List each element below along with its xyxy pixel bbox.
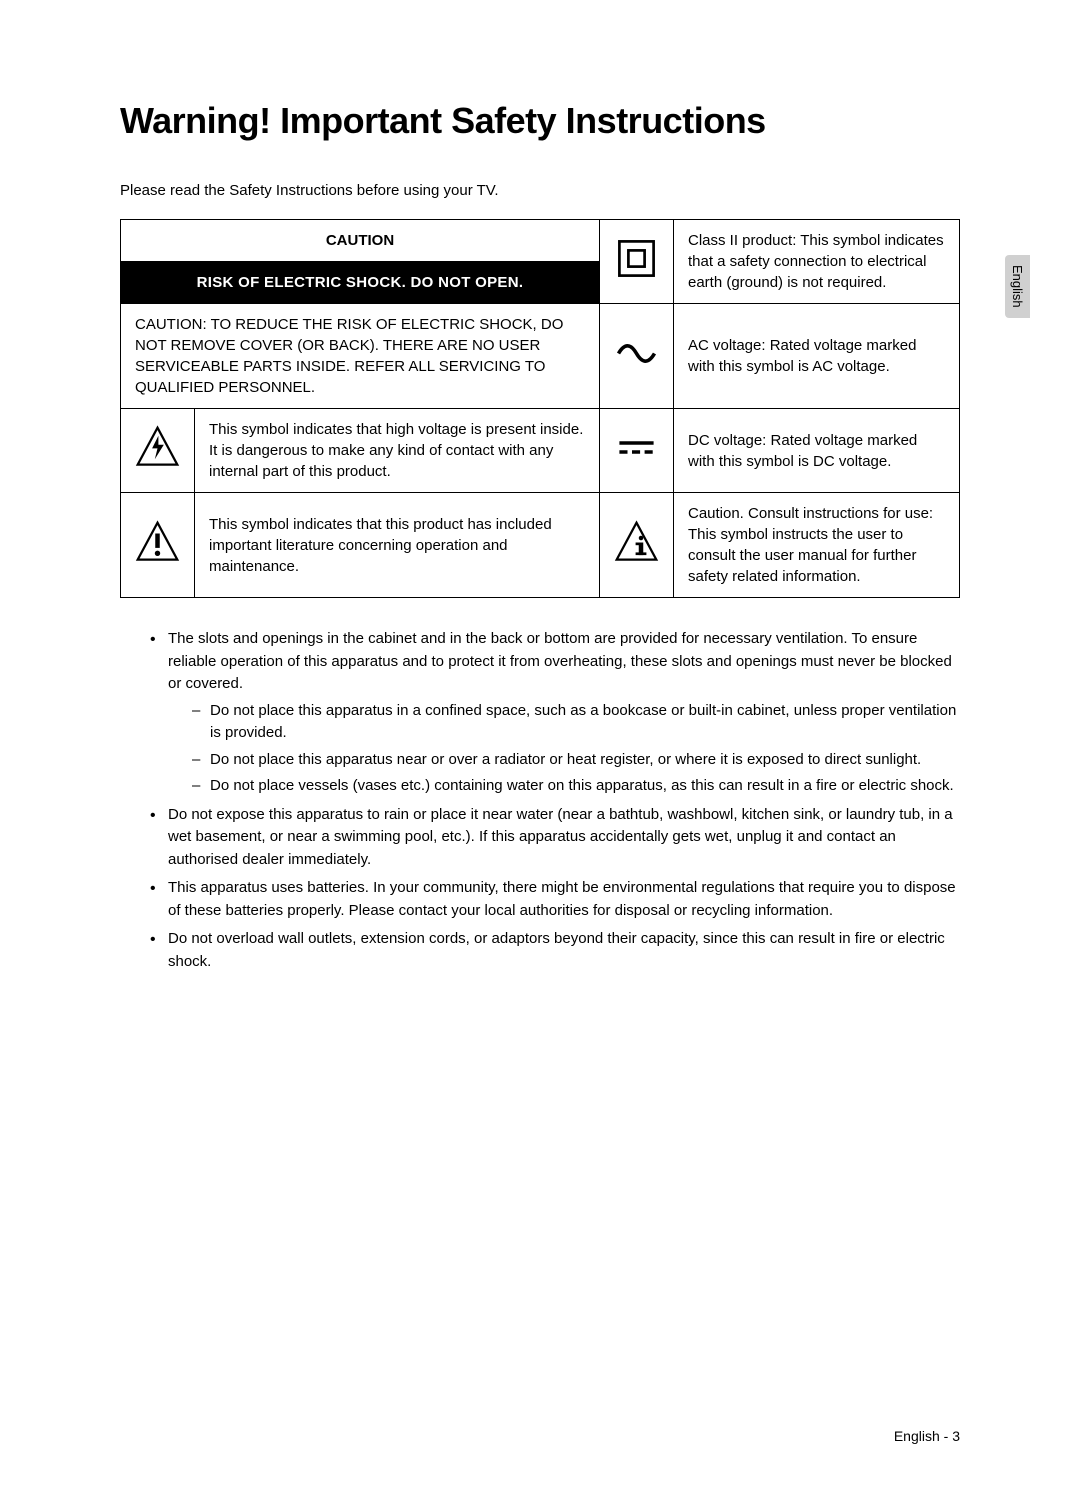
literature-description: This symbol indicates that this product … bbox=[195, 493, 600, 598]
sub-list: Do not place this apparatus in a confine… bbox=[168, 700, 960, 798]
class2-description: Class II product: This symbol indicates … bbox=[673, 220, 959, 304]
warning-triangle-icon bbox=[121, 493, 195, 598]
safety-symbol-table: CAUTION Class II product: This symbol in… bbox=[120, 219, 960, 598]
safety-bullet-list: The slots and openings in the cabinet an… bbox=[120, 628, 960, 973]
list-item: Do not place vessels (vases etc.) contai… bbox=[192, 775, 960, 798]
caution-text: CAUTION: TO REDUCE THE RISK OF ELECTRIC … bbox=[121, 304, 600, 409]
consult-description: Caution. Consult instructions for use: T… bbox=[673, 493, 959, 598]
dc-voltage-description: DC voltage: Rated voltage marked with th… bbox=[673, 409, 959, 493]
table-row: CAUTION Class II product: This symbol in… bbox=[121, 220, 960, 262]
list-item: This apparatus uses batteries. In your c… bbox=[150, 877, 960, 922]
consult-manual-icon bbox=[599, 493, 673, 598]
page-number: English - 3 bbox=[894, 1428, 960, 1444]
page-title: Warning! Important Safety Instructions bbox=[120, 100, 960, 142]
ac-voltage-icon bbox=[599, 304, 673, 409]
dc-voltage-icon bbox=[599, 409, 673, 493]
list-item: Do not overload wall outlets, extension … bbox=[150, 928, 960, 973]
table-row: CAUTION: TO REDUCE THE RISK OF ELECTRIC … bbox=[121, 304, 960, 409]
high-voltage-icon bbox=[121, 409, 195, 493]
ac-voltage-description: AC voltage: Rated voltage marked with th… bbox=[673, 304, 959, 409]
intro-text: Please read the Safety Instructions befo… bbox=[120, 182, 960, 199]
risk-header: RISK OF ELECTRIC SHOCK. DO NOT OPEN. bbox=[121, 262, 600, 304]
caution-header: CAUTION bbox=[121, 220, 600, 262]
list-item: Do not place this apparatus near or over… bbox=[192, 749, 960, 772]
high-voltage-description: This symbol indicates that high voltage … bbox=[195, 409, 600, 493]
bullet-text: The slots and openings in the cabinet an… bbox=[168, 630, 952, 692]
document-page: Warning! Important Safety Instructions P… bbox=[0, 0, 1080, 1039]
list-item: The slots and openings in the cabinet an… bbox=[150, 628, 960, 798]
list-item: Do not expose this apparatus to rain or … bbox=[150, 804, 960, 872]
language-tab: English bbox=[1005, 255, 1030, 318]
class2-icon bbox=[599, 220, 673, 304]
table-row: This symbol indicates that high voltage … bbox=[121, 409, 960, 493]
table-row: This symbol indicates that this product … bbox=[121, 493, 960, 598]
list-item: Do not place this apparatus in a confine… bbox=[192, 700, 960, 745]
